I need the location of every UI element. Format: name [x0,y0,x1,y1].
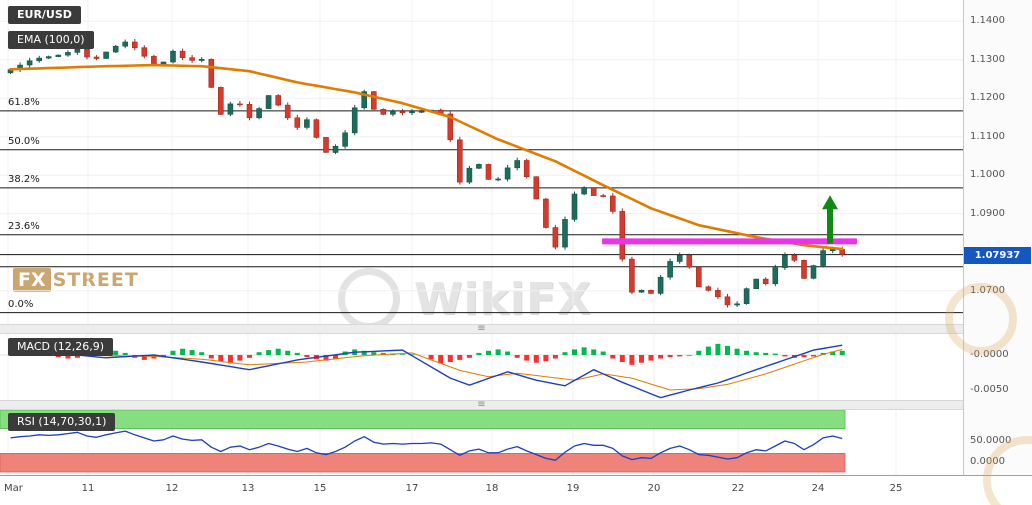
price-axis-tick-0: 1.1400 [970,15,1005,27]
price-axis[interactable]: 1.1400 1.1300 1.1200 1.1100 1.1000 1.0900 1.07… [963,0,1032,475]
fib-label-4: 0.0% [8,298,34,310]
ema-line-layer [9,63,844,251]
fxstreet-watermark-text: STREET [52,269,139,291]
macd-axis-tick-1: -0.0050 [970,384,1009,395]
time-axis-tick-0: Mar [4,483,23,494]
rsi-indicator-badge[interactable]: RSI (14,70,30,1) [8,413,116,431]
price-axis-tick-5: 1.0900 [970,207,1005,219]
time-axis-tick-9: 22 [731,483,745,494]
time-axis-tick-11: 25 [889,483,903,494]
time-axis-tick-6: 18 [485,483,499,494]
fxstreet-watermark: FX STREET [13,268,139,292]
fib-label-3: 23.6% [8,220,40,232]
panel-separator-rsi[interactable]: ≡ [0,400,963,410]
time-axis-tick-4: 15 [313,483,327,494]
macd-layer [0,343,845,399]
time-axis[interactable]: Mar 11 12 13 15 17 18 19 20 22 24 25 [0,475,1032,505]
fib-label-0: 61.8% [8,96,40,108]
price-axis-tick-2: 1.1200 [970,92,1005,104]
time-axis-tick-8: 20 [647,483,661,494]
wikifx-watermark: WikiFX [338,268,592,330]
fib-label-2: 38.2% [8,173,40,185]
time-axis-tick-7: 19 [566,483,580,494]
time-axis-tick-10: 24 [811,483,825,494]
rsi-line-layer [10,430,843,461]
gridlines-layer [0,0,963,475]
fib-label-1: 50.0% [8,135,40,147]
panel-resize-grip-icon[interactable]: ≡ [477,399,486,410]
rsi-bands-layer [0,409,846,473]
wikifx-watermark-text: WikiFX [414,273,592,325]
time-axis-tick-3: 13 [241,483,255,494]
rsi-axis-tick-0: 50.0000 [970,435,1012,446]
panel-resize-grip-icon[interactable]: ≡ [477,323,486,334]
ema-indicator-badge[interactable]: EMA (100,0) [8,31,94,49]
price-axis-tick-3: 1.1100 [970,130,1005,142]
support-lines-layer [0,254,963,268]
rsi-axis-tick-1: 0.0000 [970,456,1005,467]
time-axis-tick-2: 12 [165,483,179,494]
candles-layer [7,39,846,308]
fibonacci-lines-layer [0,110,963,314]
up-arrow-layer [822,195,838,244]
macd-indicator-badge[interactable]: MACD (12,26,9) [8,338,114,356]
price-axis-tick-1: 1.1300 [970,53,1005,65]
price-axis-tick-4: 1.1000 [970,169,1005,181]
symbol-badge[interactable]: EUR/USD [8,6,81,24]
macd-axis-tick-0: -0.0000 [970,349,1009,360]
chart-canvas[interactable] [0,0,963,505]
current-price-badge: 1.07937 [964,247,1031,264]
price-axis-tick-6: 1.0700 [970,284,1005,296]
time-axis-tick-1: 11 [81,483,95,494]
resistance-zone-layer [602,238,857,245]
fxstreet-logo-icon: FX [13,268,51,292]
time-axis-tick-5: 17 [405,483,419,494]
panel-separator-macd[interactable]: ≡ [0,324,963,334]
